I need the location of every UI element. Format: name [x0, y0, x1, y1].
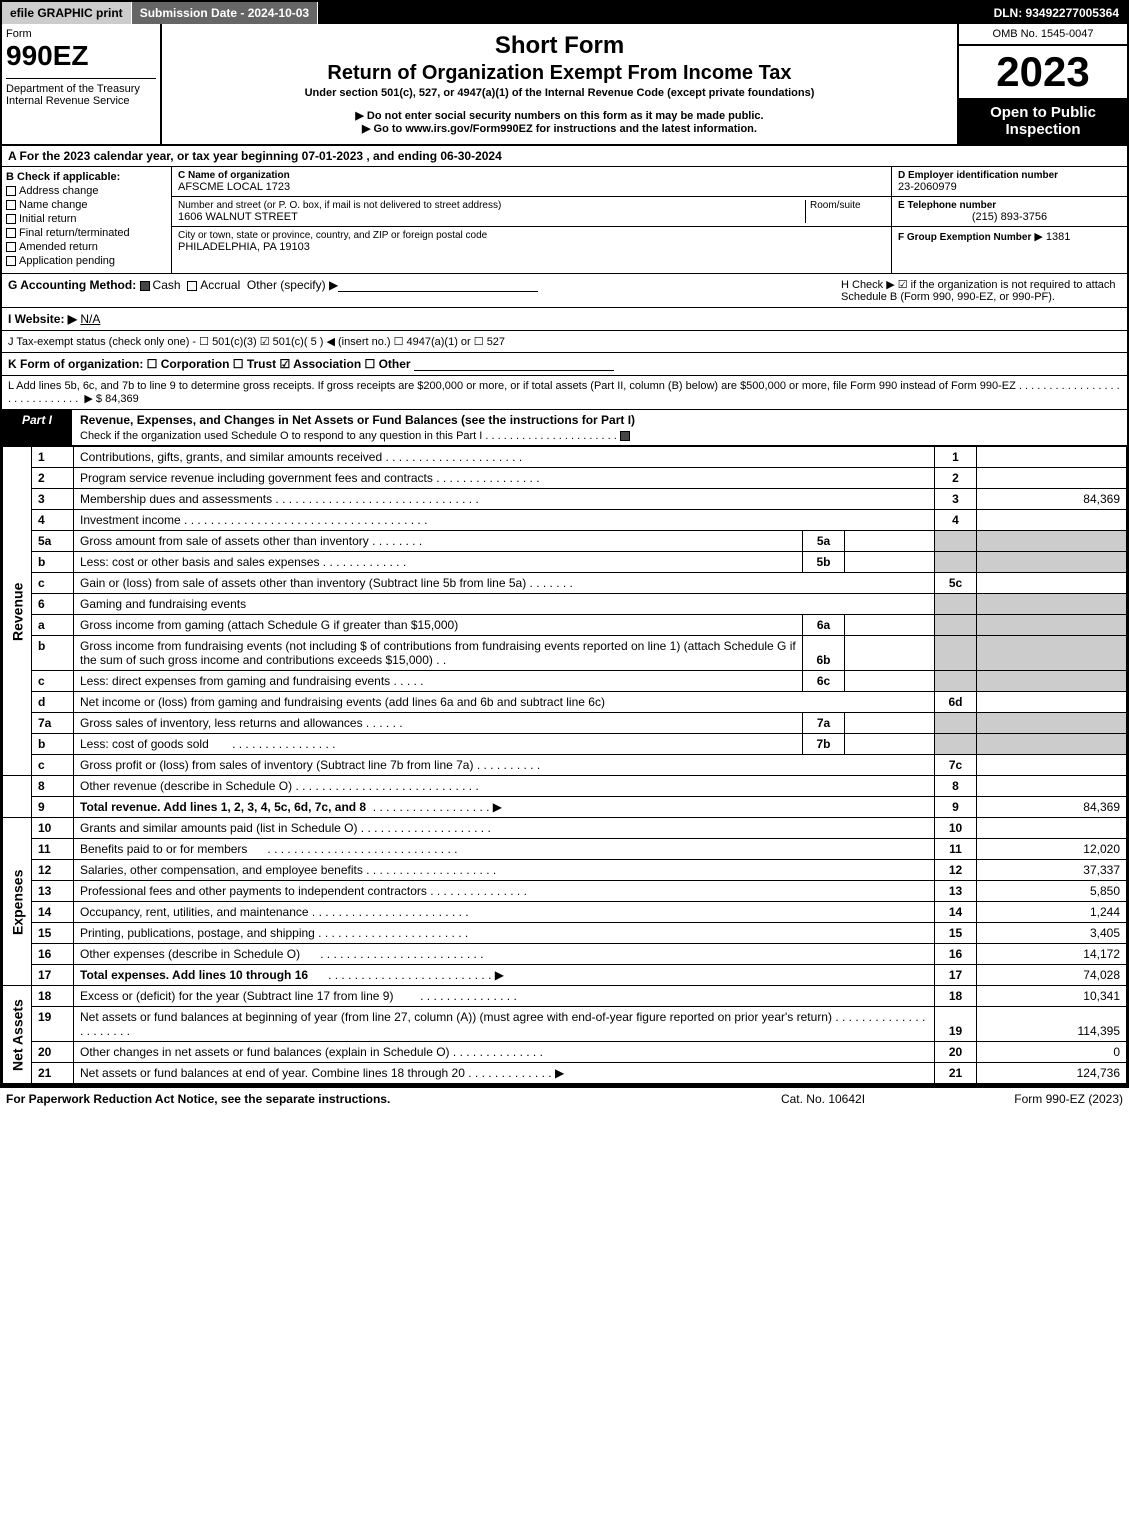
room-suite-label: Room/suite	[805, 200, 885, 223]
val-line19: 114,395	[977, 1007, 1127, 1042]
val-line15: 3,405	[977, 923, 1127, 944]
org-address: 1606 WALNUT STREET	[178, 211, 805, 223]
box-i: I Website: ▶ N/A	[2, 308, 1127, 331]
box-b-label: B Check if applicable:	[6, 171, 167, 183]
chk-accrual[interactable]	[187, 281, 197, 291]
val-line14: 1,244	[977, 902, 1127, 923]
header-left: Form 990EZ Department of the Treasury In…	[2, 24, 162, 144]
part1-check-text: Check if the organization used Schedule …	[72, 430, 1127, 445]
part1-title: Revenue, Expenses, and Changes in Net As…	[72, 410, 1127, 430]
box-d-label: D Employer identification number	[898, 170, 1121, 181]
org-name: AFSCME LOCAL 1723	[178, 181, 885, 193]
vert-expenses: Expenses	[3, 818, 32, 986]
val-line3: 84,369	[977, 489, 1127, 510]
footer-formno: Form 990-EZ (2023)	[923, 1092, 1123, 1106]
telephone: (215) 893-3756	[898, 211, 1121, 223]
val-line9: 84,369	[977, 797, 1127, 818]
title-short-form: Short Form	[168, 32, 951, 60]
title-return: Return of Organization Exempt From Incom…	[168, 62, 951, 85]
box-l: L Add lines 5b, 6c, and 7b to line 9 to …	[2, 376, 1127, 410]
submission-date: Submission Date - 2024-10-03	[132, 2, 318, 24]
val-line11: 12,020	[977, 839, 1127, 860]
tax-year: 2023	[959, 46, 1127, 98]
footer-catno: Cat. No. 10642I	[723, 1092, 923, 1106]
header-right: OMB No. 1545-0047 2023 Open to Public In…	[957, 24, 1127, 144]
website-value: N/A	[80, 312, 100, 326]
subtitle-3: ▶ Go to www.irs.gov/Form990EZ for instru…	[168, 122, 951, 135]
top-bar: efile GRAPHIC print Submission Date - 20…	[2, 2, 1127, 24]
group-exemption: ▶ 1381	[1034, 231, 1070, 243]
subtitle-2: ▶ Do not enter social security numbers o…	[168, 109, 951, 122]
val-line18: 10,341	[977, 986, 1127, 1007]
box-e-label: E Telephone number	[898, 200, 1121, 211]
box-k: K Form of organization: ☐ Corporation ☐ …	[2, 353, 1127, 376]
val-line16: 14,172	[977, 944, 1127, 965]
vert-revenue: Revenue	[3, 447, 32, 776]
form-header: Form 990EZ Department of the Treasury In…	[2, 24, 1127, 146]
addr-label: Number and street (or P. O. box, if mail…	[178, 200, 805, 211]
form-container: efile GRAPHIC print Submission Date - 20…	[0, 0, 1129, 1086]
form-number: 990EZ	[6, 40, 156, 72]
val-line21: 124,736	[977, 1063, 1127, 1084]
chk-cash[interactable]	[140, 281, 150, 291]
part1-header: Part I Revenue, Expenses, and Changes in…	[2, 410, 1127, 446]
form-label: Form	[6, 28, 156, 40]
efile-print-button[interactable]: efile GRAPHIC print	[2, 2, 132, 24]
box-def: D Employer identification number 23-2060…	[892, 167, 1127, 273]
row-bcdef: B Check if applicable: Address change Na…	[2, 167, 1127, 274]
box-c: C Name of organization AFSCME LOCAL 1723…	[172, 167, 892, 273]
chk-schedule-o[interactable]	[620, 431, 630, 441]
chk-amended-return[interactable]: Amended return	[6, 241, 167, 253]
box-h: H Check ▶ ☑ if the organization is not r…	[841, 278, 1121, 303]
omb-number: OMB No. 1545-0047	[959, 24, 1127, 46]
chk-initial-return[interactable]: Initial return	[6, 213, 167, 225]
box-b: B Check if applicable: Address change Na…	[2, 167, 172, 273]
box-j: J Tax-exempt status (check only one) - ☐…	[2, 331, 1127, 353]
footer-left: For Paperwork Reduction Act Notice, see …	[6, 1092, 723, 1106]
lines-table: Revenue 1 Contributions, gifts, grants, …	[2, 446, 1127, 1084]
chk-address-change[interactable]: Address change	[6, 185, 167, 197]
page-footer: For Paperwork Reduction Act Notice, see …	[0, 1086, 1129, 1110]
row-gh: G Accounting Method: Cash Accrual Other …	[2, 274, 1127, 308]
chk-name-change[interactable]: Name change	[6, 199, 167, 211]
vert-netassets: Net Assets	[3, 986, 32, 1084]
city-label: City or town, state or province, country…	[178, 230, 885, 241]
header-center: Short Form Return of Organization Exempt…	[162, 24, 957, 144]
chk-final-return[interactable]: Final return/terminated	[6, 227, 167, 239]
open-public-badge: Open to Public Inspection	[959, 98, 1127, 144]
val-line13: 5,850	[977, 881, 1127, 902]
dept-treasury: Department of the Treasury Internal Reve…	[6, 78, 156, 107]
box-f-label: F Group Exemption Number	[898, 232, 1031, 243]
section-a: A For the 2023 calendar year, or tax yea…	[2, 146, 1127, 167]
val-line20: 0	[977, 1042, 1127, 1063]
box-c-label: C Name of organization	[178, 170, 885, 181]
ein: 23-2060979	[898, 181, 1121, 193]
box-g: G Accounting Method: Cash Accrual Other …	[8, 278, 841, 303]
val-line12: 37,337	[977, 860, 1127, 881]
subtitle-1: Under section 501(c), 527, or 4947(a)(1)…	[168, 87, 951, 99]
chk-application-pending[interactable]: Application pending	[6, 255, 167, 267]
org-city: PHILADELPHIA, PA 19103	[178, 241, 885, 253]
dln: DLN: 93492277005364	[986, 2, 1127, 24]
part1-label: Part I	[2, 410, 72, 445]
val-line17: 74,028	[977, 965, 1127, 986]
